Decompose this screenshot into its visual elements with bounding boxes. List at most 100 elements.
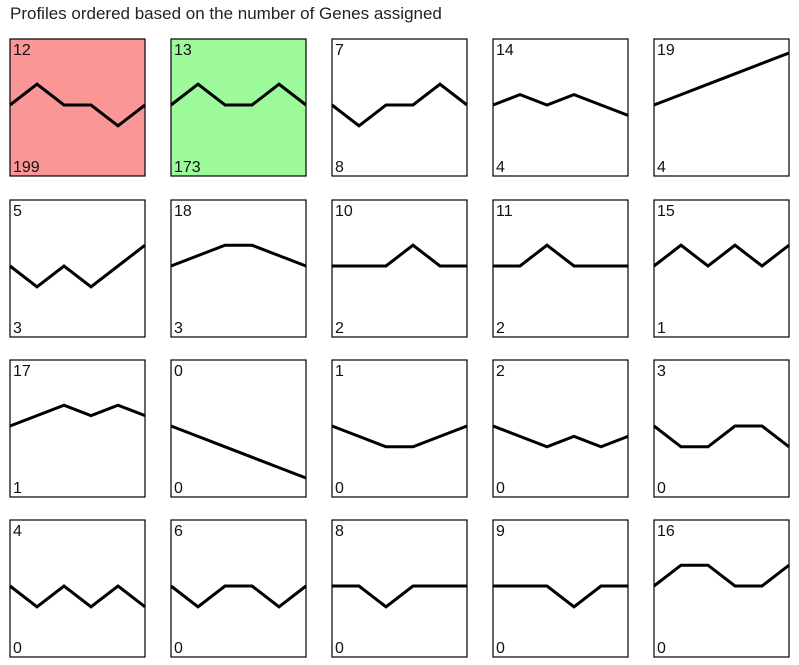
profile-2[interactable]: 20 — [492, 359, 629, 498]
profile-count-label: 173 — [174, 159, 201, 176]
profile-count-label: 0 — [657, 480, 666, 497]
profile-box — [170, 359, 307, 498]
profile-id-label: 17 — [13, 363, 31, 380]
profile-id-label: 18 — [174, 203, 192, 220]
profile-box — [170, 199, 307, 338]
profile-count-label: 2 — [496, 320, 505, 337]
profile-id-label: 9 — [496, 523, 505, 540]
profile-count-label: 3 — [13, 320, 22, 337]
profile-box — [331, 38, 468, 177]
profile-id-label: 0 — [174, 363, 183, 380]
profile-id-label: 2 — [496, 363, 505, 380]
profile-line — [170, 243, 307, 268]
profile-box — [653, 519, 790, 658]
profile-count-label: 0 — [657, 640, 666, 657]
profile-12[interactable]: 12 199 — [9, 38, 146, 177]
profile-count-label: 0 — [335, 640, 344, 657]
profile-box — [653, 199, 790, 338]
profile-id-label: 5 — [13, 203, 22, 220]
profile-box — [492, 359, 629, 498]
profile-count-label: 0 — [335, 480, 344, 497]
profile-count-label: 1 — [657, 320, 666, 337]
profile-count-label: 4 — [496, 159, 505, 176]
profile-count-label: 2 — [335, 320, 344, 337]
profile-box — [331, 359, 468, 498]
profile-id-label: 7 — [335, 42, 344, 59]
profile-id-label: 19 — [657, 42, 675, 59]
profile-line — [493, 584, 628, 609]
profile-count-label: 0 — [13, 640, 22, 657]
profile-line — [9, 244, 146, 289]
profile-count-label: 3 — [174, 320, 183, 337]
profile-14[interactable]: 14 4 — [492, 38, 629, 177]
profile-id-label: 3 — [657, 363, 666, 380]
profile-4[interactable]: 40 — [9, 519, 146, 658]
page-title: Profiles ordered based on the number of … — [10, 4, 442, 23]
profile-id-label: 8 — [335, 523, 344, 540]
profile-id-label: 13 — [174, 42, 192, 59]
profile-id-label: 10 — [335, 203, 353, 220]
profile-box — [170, 38, 307, 177]
profile-line — [170, 82, 307, 107]
profile-16[interactable]: 16 0 — [653, 519, 790, 658]
profile-count-label: 8 — [335, 159, 344, 176]
profile-line — [653, 424, 790, 449]
profile-box — [9, 359, 146, 498]
profile-box — [331, 519, 468, 658]
profile-line — [170, 584, 307, 609]
profile-8[interactable]: 80 — [331, 519, 468, 658]
profile-19[interactable]: 19 4 — [653, 38, 790, 177]
profile-id-label: 15 — [657, 203, 675, 220]
profile-box — [9, 199, 146, 338]
profile-box — [331, 199, 468, 338]
profile-13[interactable]: 13 173 — [170, 38, 307, 177]
profile-18[interactable]: 18 3 — [170, 199, 307, 338]
profile-box — [170, 519, 307, 658]
profile-count-label: 0 — [496, 640, 505, 657]
profile-id-label: 4 — [13, 523, 22, 540]
profile-box — [9, 38, 146, 177]
profile-box — [9, 519, 146, 658]
profile-box — [492, 519, 629, 658]
profile-line — [9, 584, 146, 609]
profile-11[interactable]: 11 2 — [492, 199, 629, 338]
profile-line — [492, 424, 629, 449]
profile-line — [331, 424, 468, 449]
profile-count-label: 0 — [174, 640, 183, 657]
profile-9[interactable]: 90 — [492, 519, 629, 658]
profile-id-label: 1 — [335, 363, 344, 380]
profile-count-label: 0 — [174, 480, 183, 497]
profile-count-label: 199 — [13, 159, 40, 176]
profile-count-label: 0 — [496, 480, 505, 497]
profile-line — [9, 82, 146, 128]
profile-line — [9, 403, 146, 428]
profile-id-label: 11 — [496, 203, 513, 220]
profile-6[interactable]: 60 — [170, 519, 307, 658]
profile-count-label: 1 — [13, 480, 22, 497]
profile-10[interactable]: 10 2 — [331, 199, 468, 338]
profile-line — [653, 51, 790, 107]
profile-id-label: 12 — [13, 42, 31, 59]
profile-7[interactable]: 78 — [331, 38, 468, 177]
profile-17[interactable]: 17 1 — [9, 359, 146, 498]
profile-box — [653, 359, 790, 498]
profile-count-label: 4 — [657, 159, 666, 176]
profile-line — [492, 92, 629, 117]
profile-line — [493, 243, 628, 268]
profile-1[interactable]: 10 — [331, 359, 468, 498]
profile-line — [653, 243, 790, 268]
profile-5[interactable]: 53 — [9, 199, 146, 338]
profile-line — [170, 424, 307, 480]
profile-15[interactable]: 15 1 — [653, 199, 790, 338]
profile-box — [492, 199, 629, 338]
profile-line — [331, 82, 468, 128]
profile-line — [332, 584, 467, 609]
profile-id-label: 6 — [174, 523, 183, 540]
profile-id-label: 14 — [496, 42, 514, 59]
profile-0[interactable]: 00 — [170, 359, 307, 498]
profile-line — [332, 243, 467, 268]
profile-3[interactable]: 30 — [653, 359, 790, 498]
profile-id-label: 16 — [657, 523, 675, 540]
profile-line — [653, 563, 790, 588]
